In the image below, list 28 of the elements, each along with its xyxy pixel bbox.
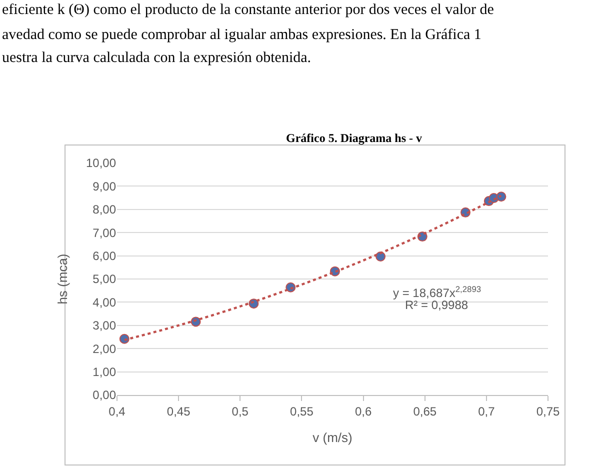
x-tick-label: 0,7 <box>478 404 496 418</box>
y-tick-label: 5,00 <box>92 272 116 286</box>
y-tick-label: 1,00 <box>92 365 116 379</box>
annotation: y = 18,687x$^{2,2893}$ <box>393 284 482 300</box>
y-tick-label: 4,00 <box>92 295 116 310</box>
y-tick-label: 7,00 <box>92 226 116 240</box>
x-tick-label: 0,65 <box>413 404 437 418</box>
x-axis-title: v (m/s) <box>312 430 352 445</box>
point <box>496 192 506 202</box>
text: avedad como se puede comprobar al igualar ambas expresiones. En la Gráfica 1 <box>2 27 482 43</box>
x-tick-label: 0,55 <box>290 404 314 418</box>
x-tick-label: 0,6 <box>354 404 372 418</box>
annotation: R² = 0,9988 <box>405 298 468 312</box>
y-tick-label: 9,00 <box>92 179 116 194</box>
y-tick-label: 8,00 <box>92 202 116 217</box>
y-tick-label: 6,00 <box>92 249 116 263</box>
x-tick-label: 0,45 <box>166 404 191 418</box>
y-tick-label: 3,00 <box>92 318 116 333</box>
chart-title: Gráfico 5. Diagrama hs - v <box>286 131 422 145</box>
x-tick-label: 0,4 <box>108 404 126 418</box>
text: eficiente k (Θ) como el producto de la constante anterior por dos veces el valor de <box>2 2 494 18</box>
x-tick-label: 0,75 <box>536 404 560 418</box>
y-axis-title: hs (mca) <box>54 254 70 304</box>
y-tick-label: 10,00 <box>86 156 116 170</box>
y-tick-label: 2,00 <box>92 342 116 356</box>
y-tick-label: 0,00 <box>92 388 116 402</box>
x-tick-label: 0,5 <box>232 404 249 418</box>
text: uestra la curva calculada con la expresión obtenida. <box>2 50 312 66</box>
